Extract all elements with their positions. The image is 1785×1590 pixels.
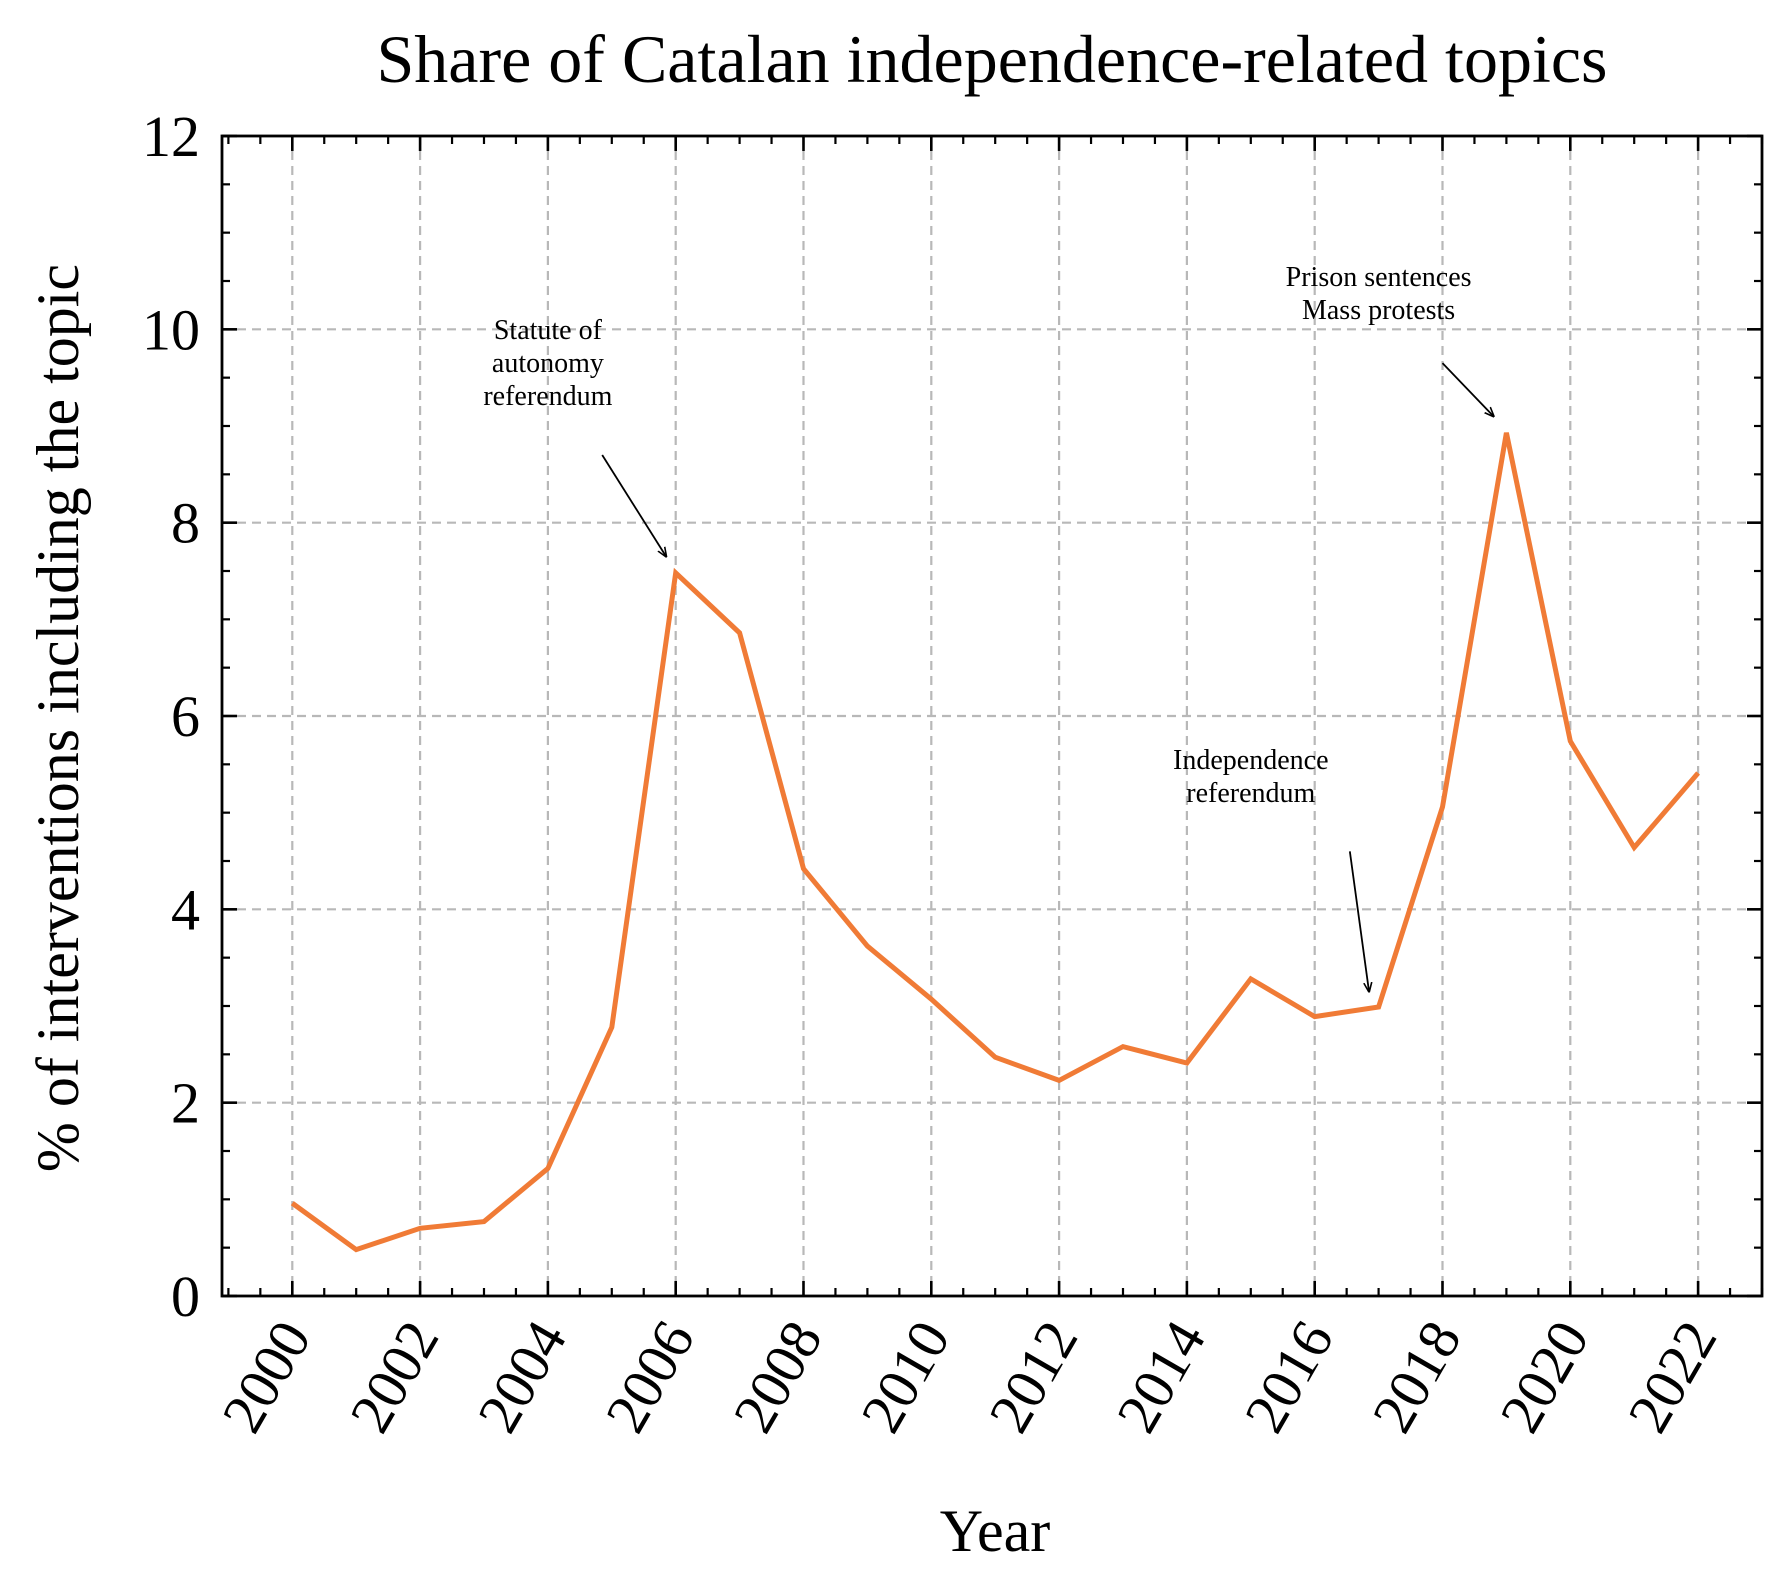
x-tick-label: 2022 xyxy=(1615,1310,1729,1443)
annotation-text: Independence xyxy=(1173,745,1328,776)
y-tick-label: 2 xyxy=(171,1071,200,1136)
x-tick-label: 2000 xyxy=(209,1310,323,1443)
annotation-arrow xyxy=(1348,851,1369,991)
x-tick-label: 2006 xyxy=(593,1310,707,1443)
annotation-text: Prison sentences xyxy=(1286,262,1472,293)
annotation-arrow xyxy=(1441,362,1493,416)
x-tick-label: 2020 xyxy=(1487,1310,1601,1443)
y-axis-label: % of interventions including the topic xyxy=(25,264,91,1172)
annotation-text: Mass protests xyxy=(1302,295,1455,326)
x-tick-label: 2012 xyxy=(976,1310,1090,1443)
x-tick-label: 2002 xyxy=(337,1310,451,1443)
y-tick-label: 4 xyxy=(171,877,200,942)
annotation-text: autonomy xyxy=(492,348,604,379)
y-tick-label: 10 xyxy=(142,297,200,362)
series-layer xyxy=(290,432,1700,1253)
annotations: Statute ofautonomyreferendumIndependence… xyxy=(483,262,1493,992)
y-tick-label: 12 xyxy=(142,104,200,169)
x-tick-label: 2010 xyxy=(848,1310,962,1443)
x-tick-label: 2016 xyxy=(1232,1310,1346,1443)
series-line xyxy=(290,432,1700,1253)
x-tick-label: 2014 xyxy=(1104,1310,1218,1443)
annotation-text: referendum xyxy=(1186,778,1315,809)
chart-title: Share of Catalan independence-related to… xyxy=(376,21,1607,97)
grid xyxy=(222,136,1762,1296)
x-axis-label: Year xyxy=(940,1498,1051,1564)
y-tick-label: 6 xyxy=(171,684,200,749)
x-tick-label: 2008 xyxy=(720,1310,834,1443)
annotation-text: Statute of xyxy=(494,315,603,346)
x-tick-label: 2004 xyxy=(465,1310,579,1443)
x-tick-label: 2018 xyxy=(1359,1310,1473,1443)
y-tick-label: 0 xyxy=(171,1264,200,1329)
annotation-arrow xyxy=(601,454,666,557)
annotation-text: referendum xyxy=(483,381,612,412)
y-tick-label: 8 xyxy=(171,491,200,556)
plot-frame xyxy=(220,134,1764,1298)
